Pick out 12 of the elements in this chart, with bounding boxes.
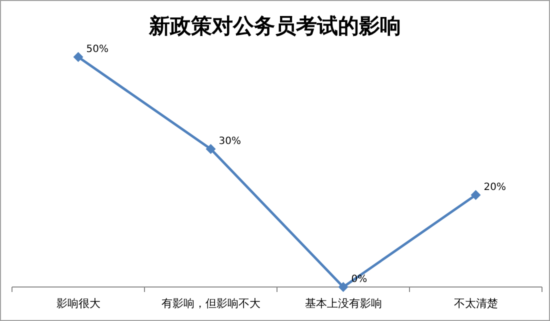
chart-title: 新政策对公务员考试的影响 — [148, 13, 401, 38]
point — [73, 52, 84, 62]
point — [338, 282, 348, 292]
data-label: 20% — [484, 182, 506, 193]
data-label: 50% — [86, 44, 108, 55]
x-tick-label: 有影响，但影响不大 — [161, 297, 260, 310]
data-label: 30% — [218, 136, 241, 147]
x-tick-label: 不太清楚 — [454, 297, 498, 310]
point — [470, 190, 481, 200]
point — [206, 144, 216, 154]
x-tick-label: 影响很大 — [56, 297, 100, 310]
x-tick-label: 基本上没有影响 — [304, 297, 382, 310]
